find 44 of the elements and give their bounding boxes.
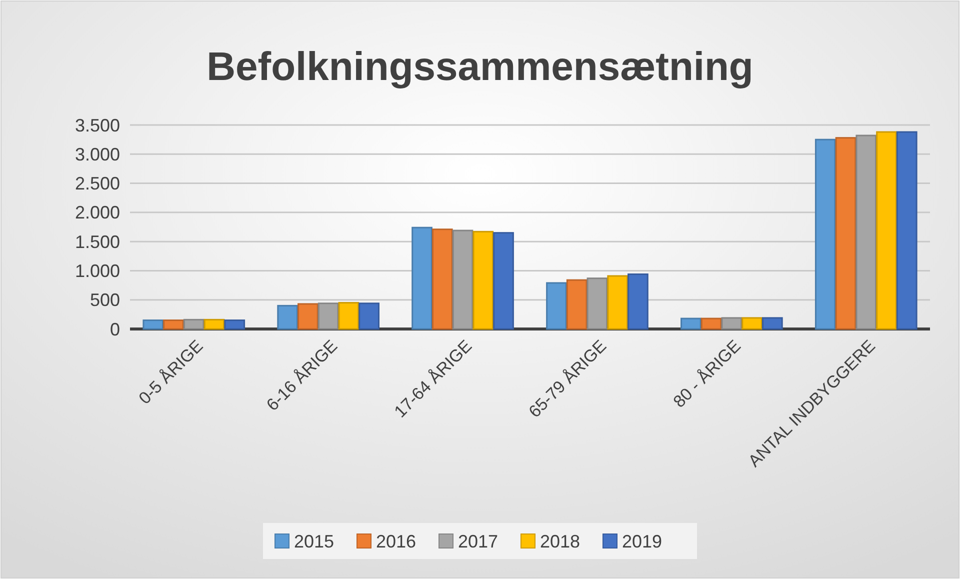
bar [163, 320, 184, 330]
bar [338, 302, 360, 330]
bar [142, 320, 164, 330]
bar [742, 317, 762, 330]
y-tick-label: 3.000 [74, 144, 120, 164]
bar [298, 303, 318, 330]
y-tick-label: 1.000 [74, 261, 120, 282]
bar [835, 137, 856, 330]
legend-label: 2015 [294, 531, 334, 552]
legend-label: 2018 [540, 531, 580, 552]
bar [680, 318, 702, 330]
bar [277, 304, 298, 330]
bar [856, 134, 877, 330]
y-tick-label: 1.500 [74, 232, 120, 252]
y-tick-label: 500 [90, 290, 120, 310]
bar [814, 138, 836, 330]
chart-title: Befolkningssammensætning [206, 45, 754, 89]
bar [204, 318, 225, 330]
bar [546, 282, 567, 330]
bar [412, 226, 432, 330]
y-tick-label: 3.500 [74, 115, 120, 136]
legend-label: 2017 [458, 531, 498, 552]
y-tick-label: 2.500 [74, 174, 120, 194]
bar [876, 131, 897, 330]
bar [432, 228, 453, 330]
bar [896, 131, 918, 330]
bar [566, 279, 588, 330]
bar [700, 318, 722, 330]
bar [628, 273, 648, 330]
bar [472, 230, 494, 330]
y-tick-label: 0 [110, 319, 120, 340]
bar [721, 317, 742, 330]
bar [224, 320, 246, 330]
bar [493, 232, 514, 330]
bar [183, 318, 204, 330]
legend-label: 2019 [622, 531, 662, 552]
bar [358, 302, 380, 330]
legend-label: 2016 [376, 531, 416, 552]
bar [762, 317, 783, 330]
bar [452, 230, 474, 330]
y-tick-label: 2.000 [74, 202, 120, 223]
bar [607, 275, 628, 330]
bar [318, 302, 339, 330]
bar [586, 278, 608, 330]
